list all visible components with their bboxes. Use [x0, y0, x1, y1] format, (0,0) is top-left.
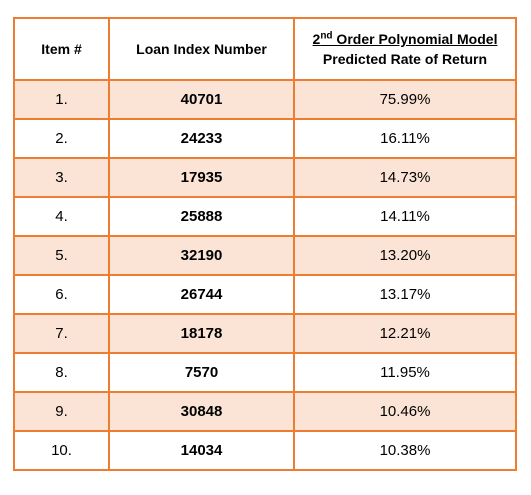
- header-order-suffix: nd: [320, 30, 333, 42]
- loan-index-cell: 26744: [108, 274, 295, 315]
- header-model-name: Order Polynomial Model: [332, 31, 498, 47]
- rate-of-return-cell: 12.21%: [293, 313, 517, 354]
- rate-of-return-cell: 10.38%: [293, 430, 517, 471]
- table-row: 9. 30848 10.46%: [13, 391, 517, 432]
- loan-index-cell: 18178: [108, 313, 295, 354]
- results-table: Item # Loan Index Number 2nd Order Polyn…: [13, 17, 517, 471]
- item-number-cell: 5.: [13, 235, 110, 276]
- table-row: 8. 7570 11.95%: [13, 352, 517, 393]
- loan-index-cell: 24233: [108, 118, 295, 159]
- item-number-cell: 7.: [13, 313, 110, 354]
- header-row: Item # Loan Index Number 2nd Order Polyn…: [13, 17, 517, 81]
- header-predicted-rate-line1: 2nd Order Polynomial Model: [295, 29, 515, 49]
- rate-of-return-cell: 75.99%: [293, 79, 517, 120]
- item-number-cell: 4.: [13, 196, 110, 237]
- item-number-cell: 2.: [13, 118, 110, 159]
- header-predicted-rate: 2nd Order Polynomial Model Predicted Rat…: [293, 17, 517, 81]
- loan-index-cell: 14034: [108, 430, 295, 471]
- table-row: 2. 24233 16.11%: [13, 118, 517, 159]
- item-number-cell: 6.: [13, 274, 110, 315]
- header-loan-index-number: Loan Index Number: [108, 17, 295, 81]
- header-item-number: Item #: [13, 17, 110, 81]
- rate-of-return-cell: 11.95%: [293, 352, 517, 393]
- loan-index-cell: 40701: [108, 79, 295, 120]
- table-row: 5. 32190 13.20%: [13, 235, 517, 276]
- header-order-number: 2: [312, 31, 321, 47]
- table-row: 3. 17935 14.73%: [13, 157, 517, 198]
- item-number-cell: 8.: [13, 352, 110, 393]
- loan-index-cell: 7570: [108, 352, 295, 393]
- item-number-cell: 1.: [13, 79, 110, 120]
- rate-of-return-cell: 10.46%: [293, 391, 517, 432]
- header-predicted-rate-line2: Predicted Rate of Return: [322, 51, 488, 67]
- item-number-cell: 10.: [13, 430, 110, 471]
- rate-of-return-cell: 16.11%: [293, 118, 517, 159]
- results-table-container: Item # Loan Index Number 2nd Order Polyn…: [13, 17, 517, 471]
- loan-index-cell: 25888: [108, 196, 295, 237]
- rate-of-return-cell: 13.20%: [293, 235, 517, 276]
- loan-index-cell: 30848: [108, 391, 295, 432]
- rate-of-return-cell: 13.17%: [293, 274, 517, 315]
- item-number-cell: 9.: [13, 391, 110, 432]
- table-row: 10. 14034 10.38%: [13, 430, 517, 471]
- table-row: 7. 18178 12.21%: [13, 313, 517, 354]
- loan-index-cell: 32190: [108, 235, 295, 276]
- table-row: 4. 25888 14.11%: [13, 196, 517, 237]
- table-row: 1. 40701 75.99%: [13, 79, 517, 120]
- item-number-cell: 3.: [13, 157, 110, 198]
- rate-of-return-cell: 14.73%: [293, 157, 517, 198]
- loan-index-cell: 17935: [108, 157, 295, 198]
- rate-of-return-cell: 14.11%: [293, 196, 517, 237]
- table-row: 6. 26744 13.17%: [13, 274, 517, 315]
